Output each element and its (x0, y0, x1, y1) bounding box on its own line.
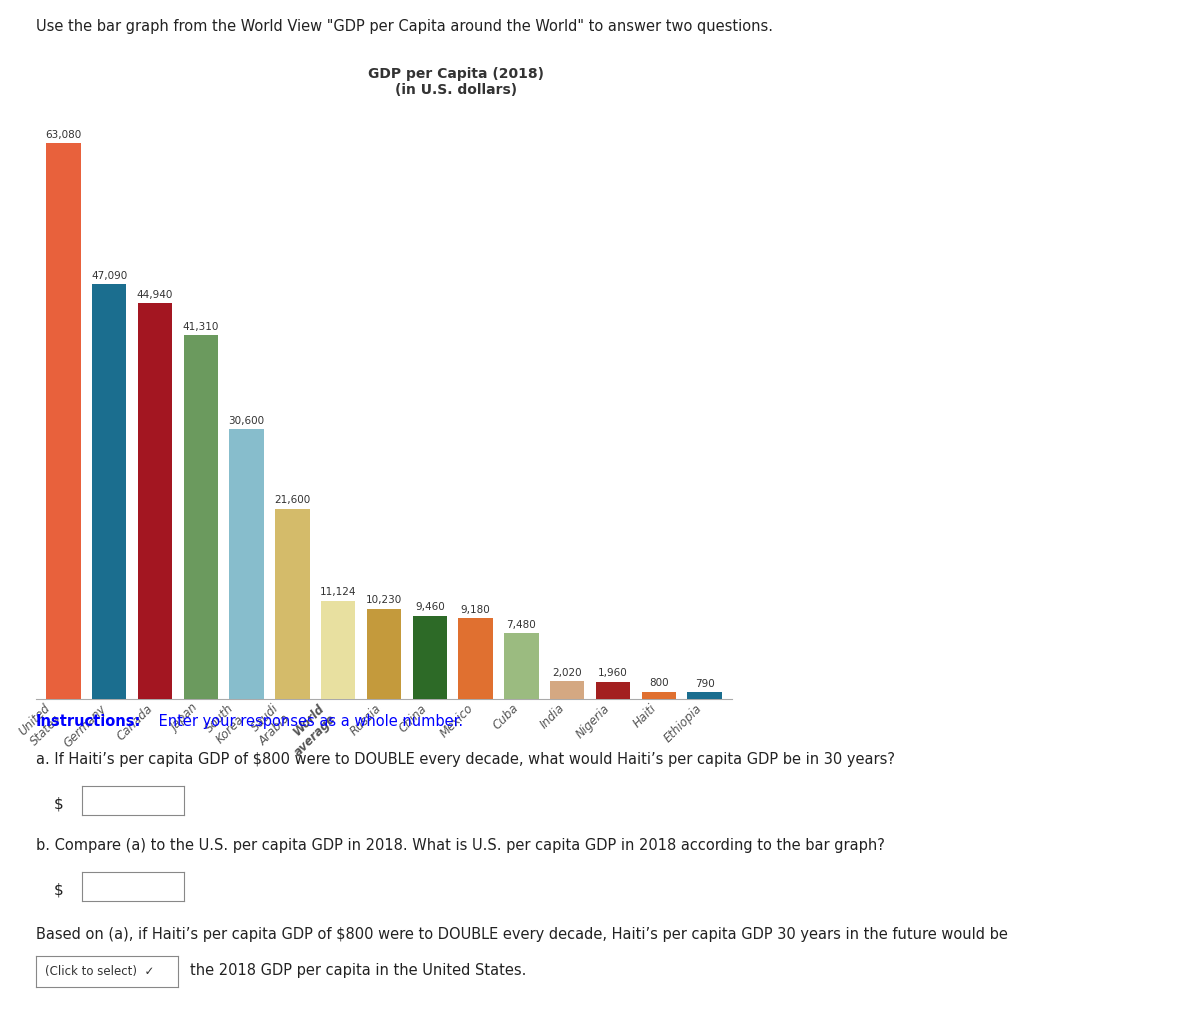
Bar (550, 682, 584, 699)
Text: (Click to select)  ✓: (Click to select) ✓ (46, 965, 155, 978)
Text: 11,124: 11,124 (320, 587, 356, 597)
Text: the 2018 GDP per capita in the United States.: the 2018 GDP per capita in the United St… (190, 963, 526, 978)
Bar (322, 601, 355, 699)
Text: $: $ (54, 797, 64, 812)
Bar (642, 692, 676, 699)
Bar (229, 430, 264, 699)
Bar (595, 682, 630, 699)
Bar (184, 335, 218, 699)
Bar (138, 303, 173, 699)
Text: b. Compare (a) to the U.S. per capita GDP in 2018. What is U.S. per capita GDP i: b. Compare (a) to the U.S. per capita GD… (36, 838, 884, 853)
Bar (458, 618, 493, 699)
Text: Based on (a), if Haiti’s per capita GDP of $800 were to DOUBLE every decade, Hai: Based on (a), if Haiti’s per capita GDP … (36, 927, 1008, 943)
Text: 21,600: 21,600 (275, 495, 311, 505)
Text: GDP per Capita (2018)
(in U.S. dollars): GDP per Capita (2018) (in U.S. dollars) (368, 67, 544, 97)
Text: 10,230: 10,230 (366, 595, 402, 605)
Text: 9,180: 9,180 (461, 604, 491, 615)
Text: 790: 790 (695, 678, 714, 689)
Bar (504, 633, 539, 699)
Text: 800: 800 (649, 678, 668, 689)
Text: 30,600: 30,600 (228, 416, 265, 426)
Text: 7,480: 7,480 (506, 620, 536, 629)
Text: 47,090: 47,090 (91, 270, 127, 281)
Text: Instructions:: Instructions: (36, 714, 142, 730)
Text: 44,940: 44,940 (137, 290, 173, 299)
Bar (92, 284, 126, 699)
Text: Use the bar graph from the World View "GDP per Capita around the World" to answe: Use the bar graph from the World View "G… (36, 19, 773, 34)
Text: Enter your responses as a whole number.: Enter your responses as a whole number. (154, 714, 463, 730)
Text: $: $ (54, 882, 64, 897)
Text: 2,020: 2,020 (552, 668, 582, 677)
Bar (367, 609, 401, 699)
Bar (47, 143, 80, 699)
Text: a. If Haiti’s per capita GDP of $800 were to DOUBLE every decade, what would Hai: a. If Haiti’s per capita GDP of $800 wer… (36, 752, 895, 768)
Text: 9,460: 9,460 (415, 602, 445, 612)
Text: 1,960: 1,960 (598, 668, 628, 678)
Bar (275, 509, 310, 699)
Bar (688, 692, 721, 699)
Text: 63,080: 63,080 (46, 130, 82, 140)
Text: 41,310: 41,310 (182, 322, 220, 331)
Bar (413, 616, 446, 699)
